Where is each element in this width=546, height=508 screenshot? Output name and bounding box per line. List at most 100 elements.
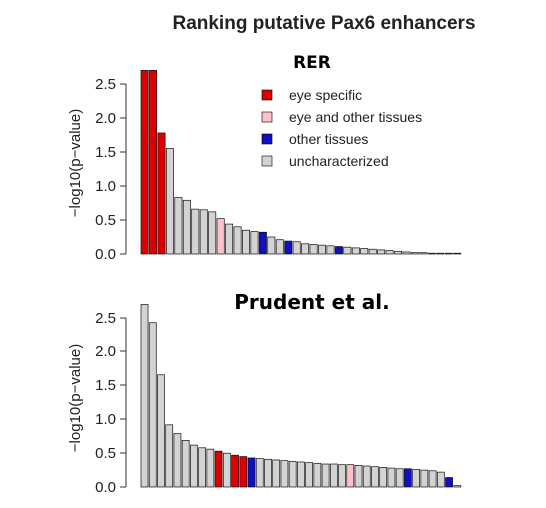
y-tick-label: 2.5	[95, 76, 116, 93]
bar	[242, 229, 250, 255]
bar	[264, 458, 272, 488]
bar	[272, 459, 281, 488]
bar	[247, 457, 256, 488]
bar	[275, 239, 284, 255]
bar	[181, 440, 190, 488]
bar	[445, 477, 453, 488]
bar	[313, 462, 322, 488]
y-tick-label: 1.5	[95, 377, 116, 394]
bar	[284, 240, 293, 255]
y-tick-label: 0.0	[95, 246, 116, 263]
bar	[140, 70, 149, 255]
legend-label-eye: eye specific	[289, 87, 362, 103]
y-tick-label: 0.5	[95, 212, 116, 229]
bar	[338, 464, 346, 488]
bar	[427, 252, 436, 255]
bar	[255, 458, 264, 488]
bar	[444, 252, 453, 255]
bar	[334, 246, 343, 255]
chart-title: Prudent et al.	[234, 290, 389, 314]
bar	[140, 304, 149, 488]
bar	[165, 148, 174, 255]
y-tick-label: 2.5	[95, 310, 116, 327]
bar	[148, 322, 157, 488]
bar	[267, 236, 276, 255]
bar	[292, 241, 301, 255]
bar	[453, 485, 462, 488]
legend-label-eye-other: eye and other tissues	[289, 109, 422, 125]
bar	[428, 470, 437, 488]
legend-swatch-eye	[261, 89, 273, 101]
bar	[343, 246, 352, 255]
bar	[216, 218, 225, 255]
y-tick-label: 2.0	[95, 110, 116, 127]
legend-label-other: other tissues	[289, 131, 368, 147]
bar	[395, 468, 404, 488]
bar	[182, 199, 191, 255]
bar	[419, 252, 428, 255]
bar	[233, 226, 242, 255]
legend-swatch-eye-other	[261, 111, 273, 123]
bar	[394, 250, 403, 255]
bar	[173, 433, 182, 488]
chart-title: RER	[293, 53, 331, 73]
bar	[239, 456, 248, 488]
bar	[321, 463, 330, 488]
bar	[225, 223, 234, 255]
bar	[402, 251, 411, 255]
bar	[288, 460, 297, 488]
bar	[301, 243, 310, 255]
y-tick-label: 1.5	[95, 144, 116, 161]
bar	[379, 467, 388, 488]
bar	[351, 247, 360, 255]
chart-prudent: Prudent et al. 0.0 0.5 1.0 1.5 2.0 2.5 −log10(p…	[67, 290, 462, 496]
bar	[436, 252, 445, 255]
y-tick-label: 1.0	[95, 411, 116, 428]
bar	[371, 466, 379, 488]
bar	[436, 471, 445, 488]
bar	[377, 249, 386, 255]
bar	[174, 197, 183, 255]
bar	[190, 444, 198, 488]
bar	[354, 465, 363, 488]
y-tick-label: 0.5	[95, 445, 116, 462]
y-tick-label: 1.0	[95, 178, 116, 195]
bar	[362, 465, 371, 488]
bar	[420, 469, 429, 488]
bar	[199, 209, 208, 255]
bar	[360, 248, 369, 255]
chart-rer: RER 0.0 0.5 1.0 1.5 2.0 2.5 −log10(p−value)	[67, 53, 462, 263]
bar	[368, 248, 377, 255]
bar	[231, 454, 239, 488]
legend: eye specific eye and other tissues other…	[261, 87, 422, 169]
figure-title: Ranking putative Pax6 enhancers	[172, 13, 475, 34]
bar	[329, 463, 338, 488]
y-axis-label: −log10(p−value)	[67, 109, 84, 217]
bar	[250, 231, 259, 255]
bar	[222, 452, 231, 488]
bar	[297, 461, 305, 488]
bar	[412, 469, 420, 488]
bar	[157, 132, 166, 255]
bar	[385, 250, 394, 255]
bar	[305, 462, 313, 488]
bar	[157, 374, 165, 488]
bar	[404, 468, 412, 488]
bar	[191, 208, 200, 255]
bar	[453, 252, 462, 255]
bar	[208, 211, 217, 255]
bar	[326, 245, 335, 255]
bar	[410, 252, 419, 255]
bar	[198, 447, 206, 488]
bar	[280, 460, 289, 488]
bar	[346, 464, 355, 488]
legend-swatch-unchar	[261, 155, 273, 167]
bar	[309, 244, 318, 255]
y-tick-label: 2.0	[95, 343, 116, 360]
legend-swatch-other	[261, 133, 273, 145]
legend-label-unchar: uncharacterized	[289, 153, 389, 169]
bar	[165, 424, 174, 488]
bar	[206, 448, 215, 488]
bar	[318, 244, 326, 255]
